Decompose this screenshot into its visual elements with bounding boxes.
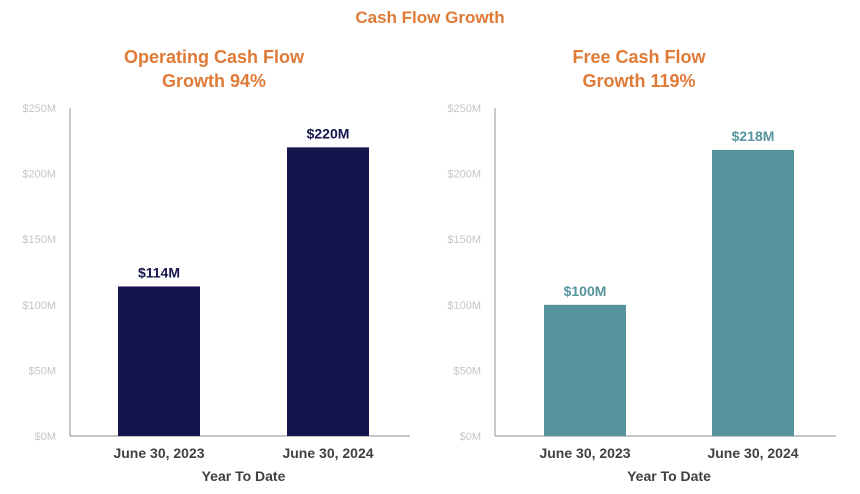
operating-y-tick-label: $0M <box>35 431 56 443</box>
operating-chart-title-line1: Operating Cash Flow <box>123 47 305 67</box>
free-y-tick-label: $250M <box>447 103 481 115</box>
operating-y-tick-label: $200M <box>22 169 56 181</box>
free-bar <box>712 149 794 436</box>
operating-bar <box>287 147 369 437</box>
free-x-axis-title: Year To Date <box>627 468 711 484</box>
operating-data-label: $114M <box>138 264 180 280</box>
operating-y-tick-label: $50M <box>28 365 56 377</box>
free-y-tick-label: $100M <box>447 300 481 312</box>
free-category-label: June 30, 2023 <box>539 445 630 461</box>
operating-data-label: $220M <box>307 125 350 141</box>
main-title: Cash Flow Growth <box>355 8 505 27</box>
free-bar <box>544 304 626 436</box>
operating-category-label: June 30, 2024 <box>282 445 373 461</box>
free-chart-title-line1: Free Cash Flow <box>572 47 706 67</box>
operating-y-tick-label: $150M <box>22 234 56 246</box>
free-y-tick-label: $50M <box>453 365 481 377</box>
free-category-label: June 30, 2024 <box>707 445 798 461</box>
free-y-tick-label: $0M <box>460 431 481 443</box>
free-chart-title-line2: Growth 119% <box>582 71 696 91</box>
free-y-tick-label: $150M <box>447 234 481 246</box>
operating-bar <box>118 286 200 436</box>
operating-chart-title-line2: Growth 94% <box>161 71 267 91</box>
free-y-tick-label: $200M <box>447 169 481 181</box>
operating-category-label: June 30, 2023 <box>113 445 204 461</box>
operating-chart-title: Operating Cash Flow Growth 94% <box>64 45 364 93</box>
free-data-label: $100M <box>564 283 607 299</box>
free-chart-title: Free Cash Flow Growth 119% <box>489 45 789 93</box>
operating-y-tick-label: $250M <box>22 103 56 115</box>
operating-x-axis-title: Year To Date <box>202 468 286 484</box>
free-data-label: $218M <box>732 128 775 144</box>
operating-y-tick-label: $100M <box>22 300 56 312</box>
